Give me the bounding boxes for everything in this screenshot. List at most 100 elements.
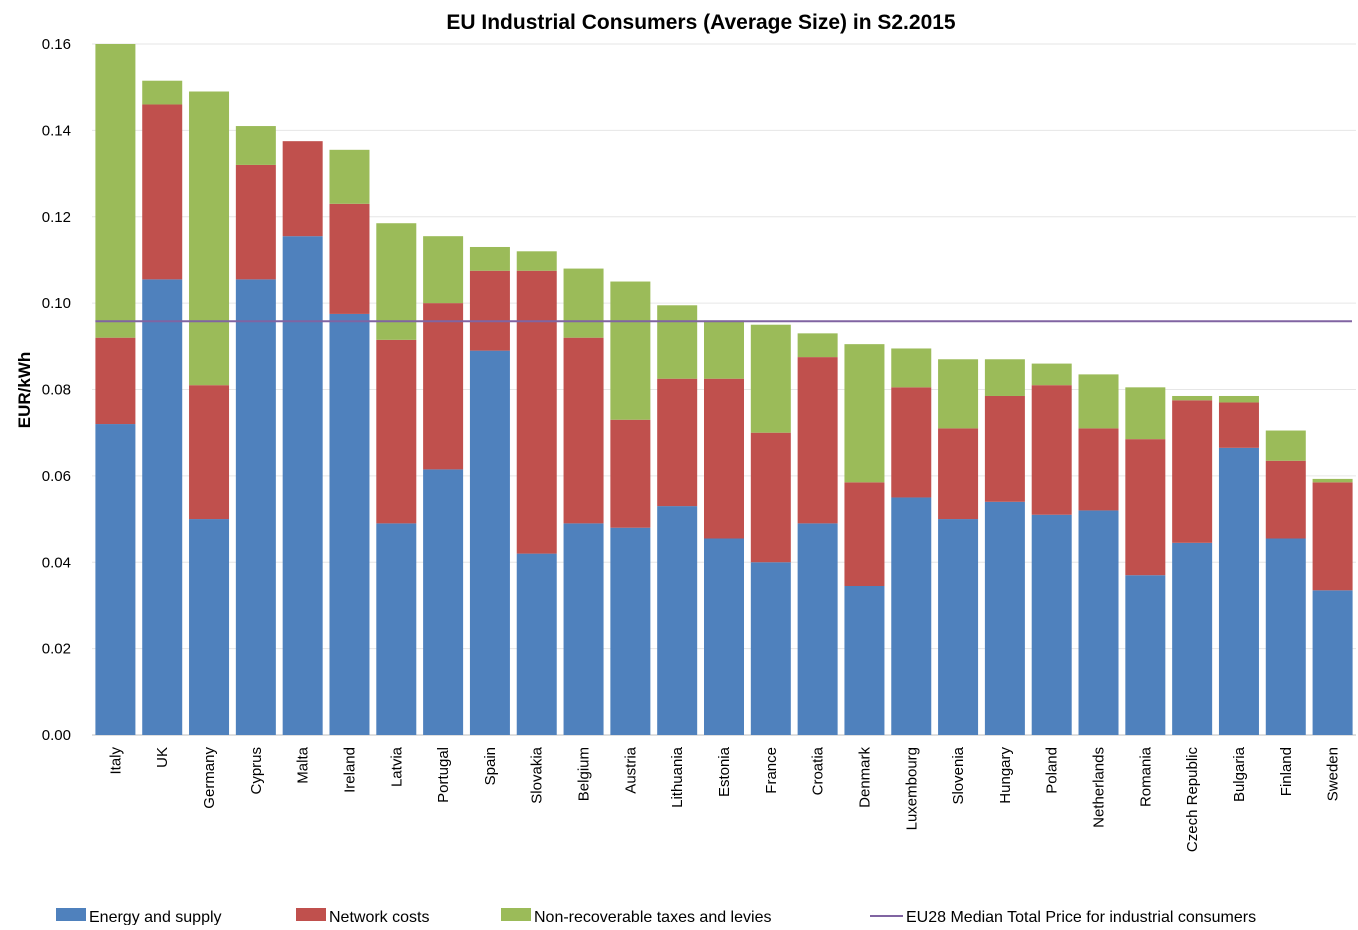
bar-segment: [797, 333, 838, 358]
x-tick-labels: Italy UK Germany Cyprus Malta Ireland Latvia Po…: [107, 746, 1341, 852]
y-tick-label: 0.10: [42, 295, 71, 312]
y-tick-label: 0.14: [42, 122, 71, 139]
bar-segment: [516, 251, 557, 271]
bar-segment: [142, 279, 183, 735]
bar-segment: [563, 268, 604, 338]
bar-segment: [142, 80, 183, 105]
bar-segment: [1265, 460, 1306, 539]
x-tick-label: Netherlands: [1091, 747, 1108, 828]
bar-segment: [329, 313, 370, 735]
x-tick-label: Slovakia: [529, 746, 546, 803]
bars: [95, 44, 1353, 735]
x-tick-label: Bulgaria: [1231, 746, 1248, 802]
bar-segment: [797, 523, 838, 735]
x-tick-label: Ireland: [341, 747, 358, 793]
bar-segment: [844, 586, 885, 735]
bar-segment: [1078, 428, 1119, 511]
x-tick-label: Denmark: [856, 747, 873, 808]
x-tick-label: Portugal: [435, 747, 452, 803]
legend: Energy and supply Network costs Non-recove…: [56, 908, 1256, 926]
bar-segment: [984, 359, 1025, 396]
bar-segment: [984, 395, 1025, 502]
bar-segment: [891, 348, 932, 388]
legend-label: Network costs: [329, 909, 429, 925]
y-tick-label: 0.12: [42, 209, 71, 226]
x-tick-label: Latvia: [388, 746, 405, 787]
x-tick-label: Luxembourg: [903, 747, 920, 830]
bar-segment: [657, 305, 698, 379]
bar-segment: [704, 378, 744, 539]
bar-segment: [938, 428, 979, 520]
bar-segment: [750, 432, 791, 563]
x-tick-label: Belgium: [576, 747, 593, 801]
y-tick-label: 0.00: [42, 727, 71, 744]
bar-segment: [1218, 447, 1259, 735]
bar-segment: [282, 236, 323, 735]
x-tick-label: Estonia: [716, 746, 733, 797]
bar-segment: [704, 320, 744, 379]
bar-segment: [984, 501, 1025, 735]
bar-segment: [282, 141, 323, 237]
bar-segment: [1265, 430, 1306, 461]
x-tick-label: Croatia: [810, 746, 827, 795]
x-tick-label: Czech Republic: [1184, 747, 1201, 853]
x-tick-label: UK: [154, 747, 171, 768]
bar-segment: [516, 553, 557, 735]
bar-segment: [469, 350, 510, 735]
bar-segment: [469, 270, 510, 351]
bar-segment: [938, 519, 979, 735]
bar-segment: [189, 385, 230, 520]
bar-segment: [1218, 395, 1259, 403]
bar-segment: [563, 337, 604, 524]
bar-segment: [938, 359, 979, 429]
bar-segment: [610, 527, 651, 735]
bar-segment: [1031, 363, 1072, 386]
legend-swatch: [56, 908, 86, 921]
y-tick-label: 0.04: [42, 554, 71, 571]
chart-title: EU Industrial Consumers (Average Size) i…: [446, 11, 956, 34]
y-tick-label: 0.02: [42, 641, 71, 658]
x-tick-label: France: [763, 747, 780, 794]
bar-segment: [1312, 482, 1353, 591]
bar-segment: [469, 246, 510, 271]
bar-segment: [750, 324, 791, 433]
x-tick-label: Poland: [1044, 747, 1061, 794]
bar-segment: [1172, 395, 1213, 401]
bar-segment: [750, 562, 791, 735]
bar-segment: [189, 519, 230, 735]
bar-segment: [423, 303, 464, 470]
x-tick-label: Sweden: [1325, 747, 1342, 801]
bar-segment: [1265, 538, 1306, 735]
bar-segment: [1125, 575, 1166, 735]
bar-segment: [1312, 478, 1353, 483]
x-tick-label: Germany: [201, 747, 218, 809]
bar-segment: [1172, 400, 1213, 543]
bar-segment: [891, 497, 932, 735]
y-axis-label: EUR/kWh: [15, 352, 34, 429]
bar-segment: [657, 506, 698, 735]
bar-segment: [1125, 439, 1166, 576]
bar-segment: [1172, 542, 1213, 735]
y-tick-label: 0.08: [42, 382, 71, 399]
bar-segment: [891, 387, 932, 498]
bar-segment: [797, 357, 838, 524]
bar-segment: [516, 270, 557, 554]
bar-segment: [376, 223, 417, 340]
bar-segment: [610, 281, 651, 420]
x-tick-label: Cyprus: [248, 747, 265, 795]
bar-segment: [1078, 510, 1119, 735]
x-tick-label: Malta: [295, 746, 312, 783]
bar-segment: [95, 44, 136, 338]
bar-segment: [423, 469, 464, 735]
bar-segment: [235, 126, 276, 165]
bar-segment: [376, 523, 417, 735]
x-tick-label: Hungary: [997, 747, 1014, 804]
bar-segment: [657, 378, 698, 507]
legend-swatch: [501, 908, 531, 921]
legend-swatch: [296, 908, 326, 921]
bar-segment: [1125, 387, 1166, 440]
legend-label: EU28 Median Total Price for industrial c…: [906, 909, 1256, 925]
bar-segment: [235, 164, 276, 280]
bar-segment: [844, 344, 885, 483]
